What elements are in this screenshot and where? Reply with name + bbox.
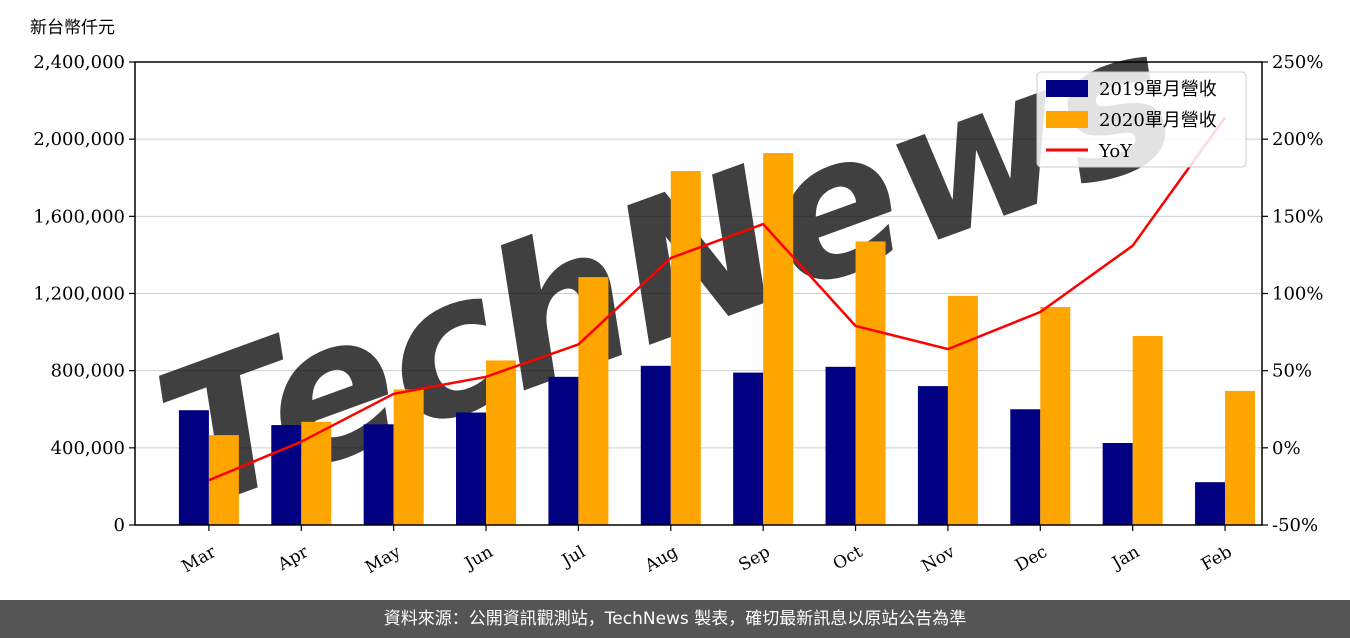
legend-swatch bbox=[1046, 111, 1088, 128]
y-tick-label: 1,600,000 bbox=[33, 206, 125, 227]
x-tick-label: Oct bbox=[830, 542, 866, 575]
legend-label: 2019單月營收 bbox=[1099, 79, 1217, 100]
bar-2020 bbox=[208, 435, 239, 525]
x-tick-label: Feb bbox=[1198, 542, 1236, 575]
x-axis: Mar Apr May Jun Jul Aug Sep Oct Nov Dec Jan Feb bbox=[179, 525, 1236, 578]
revenue-chart: TechNews 0400,000800,0001,200,0001,600,0… bbox=[30, 0, 1323, 578]
source-footer: 資料來源：公開資訊觀測站，TechNews 製表，確切最新訊息以原站公告為準 bbox=[0, 600, 1350, 638]
bar-2019 bbox=[1102, 443, 1133, 525]
bar-2020 bbox=[1040, 307, 1071, 525]
x-tick-label: Jan bbox=[1107, 542, 1143, 574]
bar-2019 bbox=[548, 376, 579, 525]
bar-2019 bbox=[917, 386, 948, 525]
y2-tick-label: 250% bbox=[1272, 52, 1323, 73]
bar-2020 bbox=[670, 170, 701, 525]
y2-tick-label: 0% bbox=[1272, 438, 1301, 459]
y-tick-label: 0 bbox=[114, 515, 125, 536]
bar-2019 bbox=[733, 372, 764, 525]
bar-2020 bbox=[301, 421, 332, 525]
bar-2020 bbox=[855, 241, 886, 525]
y-axis-left: 0 400,000 800,000 1,200,000 1,600,000 2,000,0… bbox=[33, 52, 135, 536]
y-tick-label: 2,400,000 bbox=[33, 52, 125, 73]
y2-tick-label: 100% bbox=[1272, 284, 1323, 305]
bar-2019 bbox=[1195, 482, 1226, 525]
bar-2019 bbox=[178, 410, 209, 525]
bar-2019 bbox=[825, 366, 856, 525]
bar-2019 bbox=[363, 424, 394, 525]
bar-2019 bbox=[640, 365, 671, 525]
x-tick-label: Sep bbox=[735, 542, 773, 576]
legend: 2019單月營收 2020單月營收 YoY bbox=[1036, 71, 1247, 168]
y-axis-right: -50% 0% 50% 100% 150% 200% 250% bbox=[1262, 52, 1323, 536]
bar-2020 bbox=[947, 295, 978, 525]
y-tick-label: 2,000,000 bbox=[33, 129, 125, 150]
legend-swatch bbox=[1046, 80, 1088, 97]
legend-label: YoY bbox=[1098, 141, 1133, 162]
x-tick-label: Dec bbox=[1012, 542, 1051, 576]
legend-box bbox=[1036, 71, 1247, 168]
bars bbox=[178, 153, 1256, 525]
bar-2020 bbox=[578, 277, 609, 525]
bar-2020 bbox=[393, 389, 424, 525]
x-tick-label: Nov bbox=[918, 542, 958, 577]
y-tick-label: 400,000 bbox=[51, 438, 125, 459]
y2-tick-label: 50% bbox=[1272, 361, 1312, 382]
y-axis-title: 新台幣仟元 bbox=[30, 18, 115, 38]
y2-tick-label: 150% bbox=[1272, 206, 1323, 227]
bar-2020 bbox=[1225, 390, 1256, 525]
y-tick-label: 800,000 bbox=[51, 361, 125, 382]
y2-tick-label: 200% bbox=[1272, 129, 1323, 150]
bar-2019 bbox=[271, 425, 302, 525]
bar-2020 bbox=[486, 360, 517, 525]
yoy-line bbox=[208, 116, 1227, 482]
bar-2020 bbox=[763, 153, 794, 525]
y-tick-label: 1,200,000 bbox=[33, 284, 125, 305]
x-tick-label: May bbox=[362, 542, 405, 578]
x-tick-label: Jun bbox=[460, 542, 497, 575]
bar-2019 bbox=[1010, 409, 1041, 525]
x-tick-label: Apr bbox=[274, 542, 313, 576]
x-tick-label: Aug bbox=[641, 542, 682, 577]
legend-label: 2020單月營收 bbox=[1099, 110, 1217, 131]
bar-2019 bbox=[456, 412, 487, 525]
bar-2020 bbox=[1132, 335, 1163, 525]
y2-tick-label: -50% bbox=[1272, 515, 1318, 536]
x-tick-label: Jul bbox=[557, 542, 589, 572]
